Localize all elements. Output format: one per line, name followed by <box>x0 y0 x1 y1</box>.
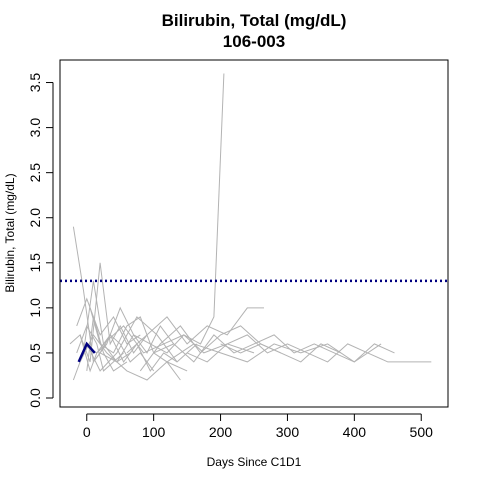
plot-frame <box>59 59 449 408</box>
x-axis-label: Days Since C1D1 <box>207 455 302 469</box>
y-tick-label: 0.5 <box>27 343 43 363</box>
y-tick-label: 2.5 <box>27 163 43 183</box>
axes: 0 100 200 300 400 500 0.0 0.5 1.0 1.5 2.0 2.5 3.0 3.5 <box>27 73 433 440</box>
x-tick-label: 400 <box>343 424 367 440</box>
y-tick-label: 1.0 <box>27 298 43 318</box>
y-tick-label: 3.0 <box>27 118 43 138</box>
plot-area <box>60 73 448 381</box>
y-axis-label: Bilirubin, Total (mg/dL) <box>3 173 17 292</box>
patient-series-line-8 <box>89 307 181 381</box>
y-tick-label: 1.5 <box>27 253 43 273</box>
y-tick-label: 2.0 <box>27 208 43 228</box>
patient-series-line-12 <box>126 307 264 354</box>
highlight-series-line <box>77 341 96 363</box>
patient-series-line-18 <box>79 333 188 381</box>
chart-subtitle: 106-003 <box>223 32 285 51</box>
chart-title: Bilirubin, Total (mg/dL) <box>162 11 347 30</box>
x-tick-label: 200 <box>209 424 233 440</box>
patient-series-line-5 <box>86 316 128 372</box>
x-tick-label: 100 <box>142 424 166 440</box>
patient-series-line-7 <box>83 333 178 372</box>
patient-series-line-11 <box>99 73 225 363</box>
y-tick-label: 3.5 <box>27 73 43 93</box>
patient-series-line-4 <box>79 262 148 363</box>
x-tick-label: 300 <box>276 424 300 440</box>
patient-series-line-16 <box>139 325 282 372</box>
patient-series-line-2 <box>69 333 108 373</box>
x-tick-label: 500 <box>410 424 434 440</box>
patient-series-line-19 <box>220 343 342 363</box>
patient-series-line-15 <box>166 343 382 363</box>
y-tick-label: 0.0 <box>27 388 43 408</box>
x-tick-label: 0 <box>83 424 91 440</box>
patient-series-line-20 <box>103 325 255 354</box>
patient-series-line-17 <box>86 316 198 372</box>
